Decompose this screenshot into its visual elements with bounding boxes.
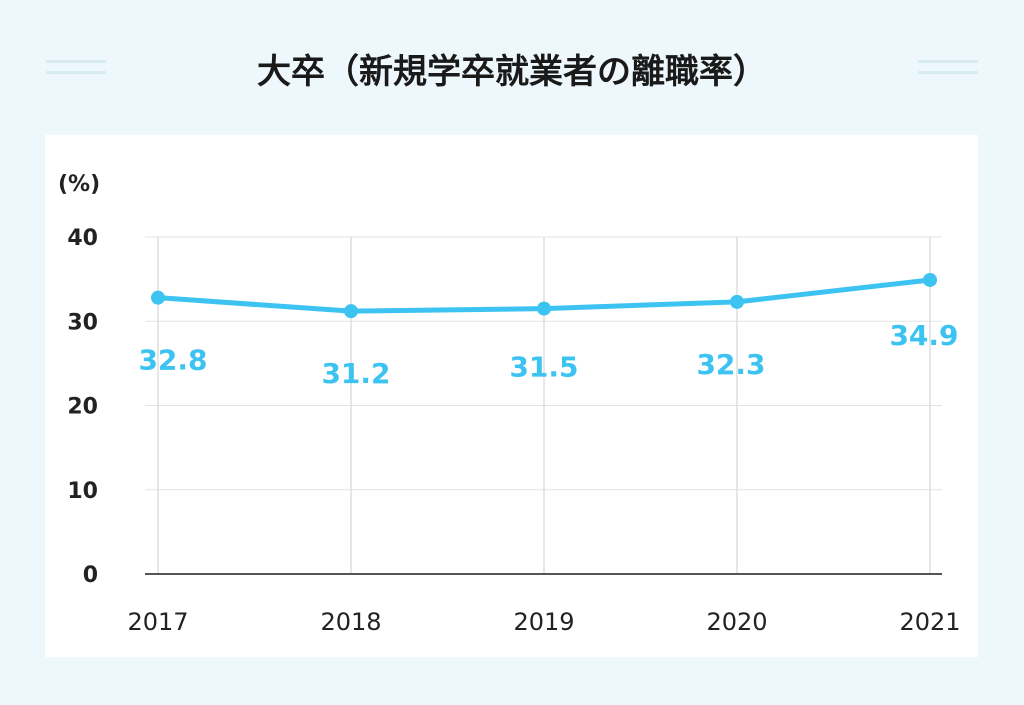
title-bar: 大卒（新規学卒就業者の離職率） xyxy=(0,30,1024,110)
data-point xyxy=(730,294,744,309)
title-decoration-right xyxy=(918,60,978,74)
y-tick-label: 10 xyxy=(67,479,98,504)
data-point xyxy=(151,290,165,305)
y-axis-unit: (%) xyxy=(58,172,100,197)
x-tick-label: 2021 xyxy=(899,608,960,636)
y-tick-labels: 0 10 20 30 40 xyxy=(67,226,98,588)
x-tick-label: 2019 xyxy=(513,608,574,636)
title-decoration-left xyxy=(46,60,106,74)
data-point xyxy=(923,272,937,287)
data-labels: 32.8 31.2 31.5 32.3 34.9 xyxy=(138,319,958,390)
data-point xyxy=(537,301,551,316)
chart-card xyxy=(45,135,978,657)
grid-lines xyxy=(145,236,942,574)
y-tick-label: 30 xyxy=(67,310,98,335)
x-tick-label: 2017 xyxy=(127,608,188,636)
x-tick-label: 2020 xyxy=(706,608,767,636)
y-tick-label: 20 xyxy=(67,395,98,420)
chart-title: 大卒（新規学卒就業者の離職率） xyxy=(257,52,767,92)
series-layer xyxy=(151,272,937,319)
x-tick-labels: 2017 2018 2019 2020 2021 xyxy=(127,608,960,636)
x-tick-label: 2018 xyxy=(320,608,381,636)
y-tick-label: 40 xyxy=(67,226,98,251)
data-point xyxy=(344,304,358,319)
data-label: 31.5 xyxy=(509,351,578,384)
data-label: 32.8 xyxy=(138,344,207,377)
data-label: 31.2 xyxy=(321,357,390,390)
data-label: 34.9 xyxy=(889,319,958,352)
y-tick-label: 0 xyxy=(83,563,98,588)
data-label: 32.3 xyxy=(696,348,765,381)
